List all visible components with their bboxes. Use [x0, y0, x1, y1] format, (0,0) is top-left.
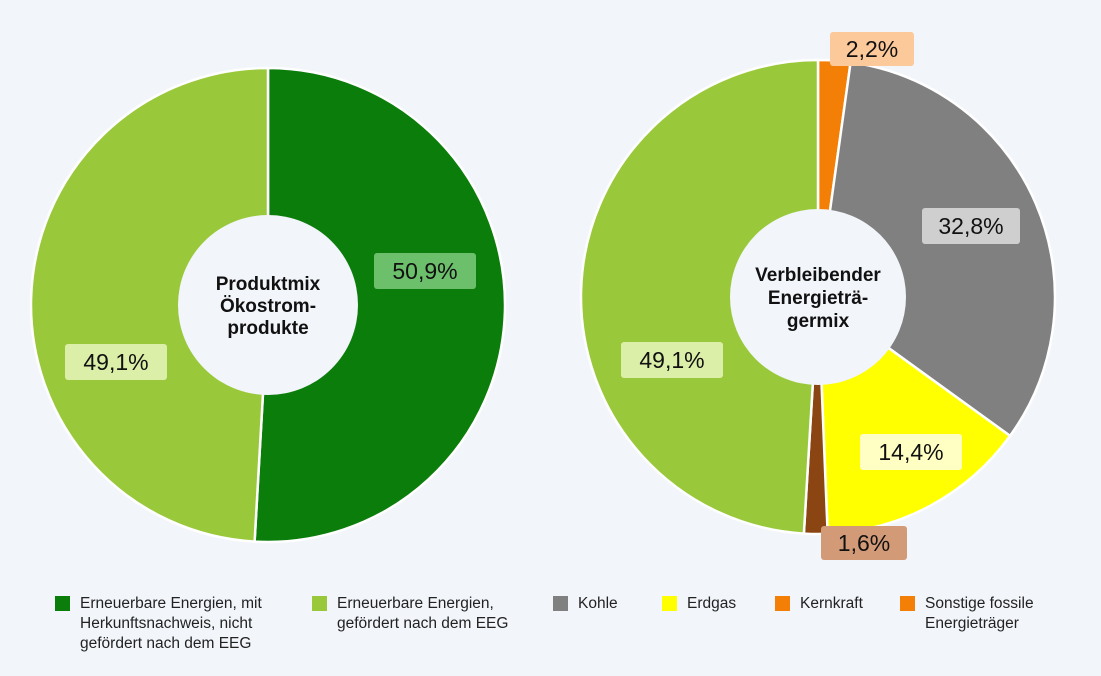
- pie-chart-2: Verbleibender Energieträ-germix 2,2% 32,8% 1…: [579, 32, 1057, 560]
- data-label: 32,8%: [922, 208, 1020, 244]
- legend-label: Sonstige fossile Energieträger: [925, 595, 1034, 632]
- legend-swatch: [900, 596, 915, 611]
- pie-chart-1: Produktmix Ökostrom-produkte 50,9% 49,1%: [29, 66, 507, 544]
- legend-item-kohle: Kohle: [553, 594, 618, 614]
- data-label: 2,2%: [830, 32, 914, 66]
- data-label-box: [830, 32, 914, 66]
- data-label-text: 32,8%: [938, 213, 1003, 239]
- pie-slice: [579, 58, 820, 535]
- donut-center: [178, 215, 358, 395]
- legend-swatch: [775, 596, 790, 611]
- data-label-text: 1,6%: [838, 530, 890, 556]
- data-label: 50,9%: [374, 253, 476, 289]
- legend-swatch: [553, 596, 568, 611]
- legend-item-kernkraft: Kernkraft: [775, 594, 863, 614]
- donut-center-label: Verbleibender Energieträ-germix: [755, 265, 881, 332]
- data-label: 49,1%: [65, 344, 167, 380]
- legend-item-ee-eeg: Erneuerbare Energien, gefördert nach dem…: [312, 594, 508, 634]
- data-label-text: 14,4%: [878, 439, 943, 465]
- data-label-text: 49,1%: [639, 347, 704, 373]
- donut-center-label: Produktmix Ökostrom-produkte: [216, 274, 321, 339]
- chart-canvas: Produktmix Ökostrom-produkte50,9%49,1%Ver…: [29, 32, 1057, 560]
- pie-slice: [816, 60, 1057, 438]
- data-label: 1,6%: [821, 526, 907, 560]
- legend-item-ee-herkunftsnachweis: Erneuerbare Energien, mit Herkunftsnachw…: [55, 594, 262, 654]
- data-label-box: [374, 253, 476, 289]
- legend-swatch: [312, 596, 327, 611]
- data-label-text: 50,9%: [392, 258, 457, 284]
- legend-label: Erdgas: [687, 595, 737, 612]
- legend-item-erdgas: Erdgas: [662, 594, 736, 614]
- data-label-box: [922, 208, 1020, 244]
- data-label-text: 49,1%: [83, 349, 148, 375]
- pie-slice: [29, 66, 270, 543]
- data-label-box: [621, 342, 723, 378]
- donut-center: [730, 209, 906, 385]
- data-label-box: [821, 526, 907, 560]
- legend-label: Erneuerbare Energien, mit Herkunftsnachw…: [80, 595, 262, 652]
- legend-swatch: [55, 596, 70, 611]
- data-label: 49,1%: [621, 342, 723, 378]
- legend-swatch: [662, 596, 677, 611]
- data-label-box: [65, 344, 167, 380]
- data-label: 14,4%: [860, 434, 962, 470]
- legend-label: Kernkraft: [800, 595, 863, 612]
- pie-slice: [253, 66, 507, 544]
- legend-item-sonstige-fossile: Sonstige fossile Energieträger: [900, 594, 1034, 634]
- data-label-box: [860, 434, 962, 470]
- data-label-text: 2,2%: [846, 36, 898, 62]
- legend-label: Erneuerbare Energien, gefördert nach dem…: [337, 595, 509, 632]
- legend-label: Kohle: [578, 595, 618, 612]
